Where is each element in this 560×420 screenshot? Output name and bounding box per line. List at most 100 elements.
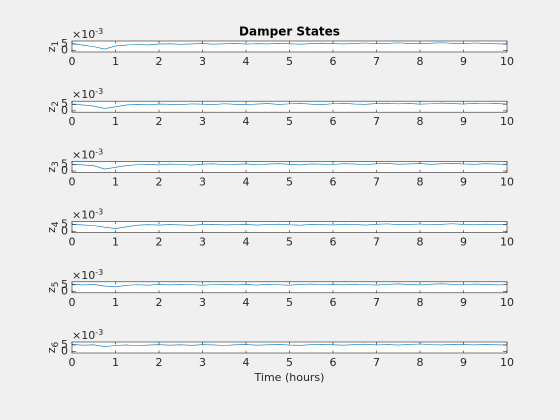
- data-line: [71, 283, 508, 288]
- y-tick-label: 0: [61, 345, 68, 358]
- axes-background: [72, 281, 507, 293]
- x-tick-label: 2: [156, 236, 163, 249]
- exponent-base: ×10: [72, 28, 95, 41]
- axes-background: [72, 342, 507, 353]
- y-tick-label: 0: [61, 104, 68, 117]
- x-tick-label: 2: [156, 175, 163, 188]
- y-tick-label: 0: [61, 224, 68, 237]
- data-line: [71, 102, 508, 109]
- x-tick-label: 4: [243, 55, 250, 68]
- y-exponent: ×10-3: [72, 147, 103, 162]
- x-tick-label: 3: [199, 55, 206, 68]
- y-exponent: ×10-3: [72, 27, 103, 42]
- y-tick-label: 5: [61, 218, 68, 231]
- y-tick-label: 5: [61, 338, 68, 351]
- x-tick-label: 10: [500, 356, 514, 369]
- x-tick-label: 3: [199, 115, 206, 128]
- y-label-subscript: 4: [51, 221, 61, 227]
- y-exponent: ×10-3: [72, 267, 103, 282]
- x-tick-label: 8: [417, 175, 424, 188]
- x-tick-label: 7: [373, 236, 380, 249]
- y-label-subscript: 5: [51, 282, 61, 288]
- x-tick-label: 10: [500, 296, 514, 309]
- x-tick-label: 0: [69, 356, 76, 369]
- x-tick-label: 1: [112, 296, 119, 309]
- y-tick-label: 0: [61, 164, 68, 177]
- x-tick-label: 9: [460, 55, 467, 68]
- x-tick-label: 2: [156, 356, 163, 369]
- x-tick-label: 1: [112, 55, 119, 68]
- x-tick-label: 8: [417, 296, 424, 309]
- x-tick-label: 5: [286, 115, 293, 128]
- x-tick-label: 2: [156, 115, 163, 128]
- x-tick-label: 10: [500, 175, 514, 188]
- x-tick-label: 3: [199, 175, 206, 188]
- x-tick-label: 7: [373, 55, 380, 68]
- y-axis-label: z5: [45, 282, 61, 294]
- x-tick-label: 3: [199, 356, 206, 369]
- exponent-power: -3: [95, 328, 103, 337]
- exponent-base: ×10: [72, 88, 95, 101]
- y-label-subscript: 1: [51, 41, 61, 47]
- x-tick-label: 0: [69, 296, 76, 309]
- x-axis-label: Time (hours): [254, 371, 325, 384]
- x-tick-label: 9: [460, 356, 467, 369]
- x-tick-label: 9: [460, 236, 467, 249]
- y-tick-label: 0: [61, 284, 68, 297]
- y-label-subscript: 6: [51, 341, 61, 347]
- x-tick-label: 5: [286, 55, 293, 68]
- x-tick-label: 4: [243, 296, 250, 309]
- exponent-base: ×10: [72, 148, 95, 161]
- x-tick-label: 10: [500, 236, 514, 249]
- axes-background: [72, 41, 507, 52]
- x-tick-label: 0: [69, 236, 76, 249]
- x-tick-label: 5: [286, 356, 293, 369]
- x-tick-label: 0: [69, 55, 76, 68]
- x-tick-label: 9: [460, 175, 467, 188]
- x-tick-label: 6: [330, 115, 337, 128]
- x-tick-label: 5: [286, 236, 293, 249]
- exponent-base: ×10: [72, 209, 95, 222]
- x-tick-label: 10: [500, 55, 514, 68]
- y-exponent: ×10-3: [72, 328, 103, 343]
- y-axis-label: z2: [45, 101, 61, 113]
- x-tick-label: 4: [243, 356, 250, 369]
- y-exponent: ×10-3: [72, 87, 103, 102]
- x-tick-label: 7: [373, 296, 380, 309]
- data-line: [71, 223, 508, 229]
- x-tick-label: 5: [286, 175, 293, 188]
- x-tick-label: 3: [199, 296, 206, 309]
- y-tick-label: 5: [61, 157, 68, 170]
- data-line: [71, 42, 508, 50]
- x-tick-label: 6: [330, 175, 337, 188]
- exponent-power: -3: [95, 267, 103, 276]
- x-tick-label: 6: [330, 296, 337, 309]
- x-tick-label: 8: [417, 356, 424, 369]
- x-tick-label: 6: [330, 55, 337, 68]
- x-tick-label: 8: [417, 236, 424, 249]
- y-tick-label: 0: [61, 44, 68, 57]
- y-axis-label: z6: [45, 341, 61, 353]
- x-tick-label: 3: [199, 236, 206, 249]
- x-tick-label: 2: [156, 55, 163, 68]
- x-tick-label: 2: [156, 296, 163, 309]
- y-tick-label: 5: [61, 278, 68, 291]
- x-tick-label: 1: [112, 356, 119, 369]
- axes-background: [72, 101, 507, 113]
- x-tick-label: 6: [330, 236, 337, 249]
- x-tick-label: 4: [243, 236, 250, 249]
- y-label-subscript: 2: [51, 101, 61, 107]
- x-tick-label: 1: [112, 175, 119, 188]
- axes-background: [72, 221, 507, 233]
- x-tick-label: 10: [500, 115, 514, 128]
- x-tick-label: 7: [373, 115, 380, 128]
- data-line: [71, 162, 508, 170]
- exponent-power: -3: [95, 27, 103, 36]
- exponent-base: ×10: [72, 329, 95, 342]
- x-tick-label: 7: [373, 175, 380, 188]
- x-tick-label: 4: [243, 175, 250, 188]
- x-tick-label: 1: [112, 236, 119, 249]
- y-axis-label: z1: [45, 41, 61, 53]
